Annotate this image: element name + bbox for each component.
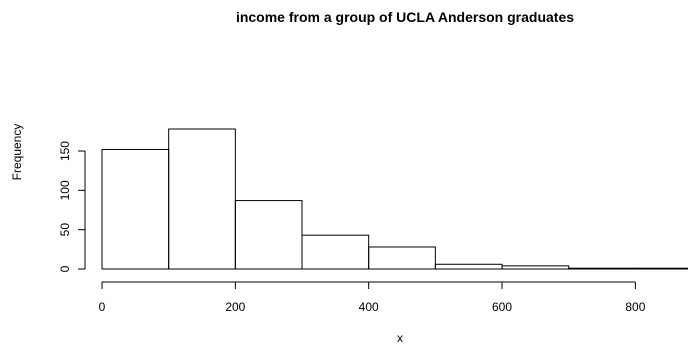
y-tick-label-150: 150 (58, 141, 72, 161)
bars-group (101, 128, 688, 270)
y-tick-label-100: 100 (58, 180, 72, 200)
y-tick-label-50: 50 (58, 223, 72, 237)
histogram-bar-100-200 (168, 128, 236, 270)
y-axis: 0 50 100 150 (58, 141, 86, 272)
x-axis-title: x (397, 331, 403, 345)
histogram-bar-600-700 (501, 265, 570, 270)
histogram-bar-0-100 (101, 148, 170, 270)
y-axis-title: Frequency (10, 124, 24, 181)
histogram-bar-700-800 (568, 267, 636, 270)
x-tick-label-800: 800 (625, 300, 645, 314)
y-tick-label-0: 0 (58, 265, 72, 272)
histogram-bar-800-900 (634, 267, 688, 270)
histogram-bar-200-300 (234, 200, 303, 270)
chart-title: income from a group of UCLA Anderson gra… (236, 9, 574, 25)
histogram-bar-300-400 (301, 234, 370, 270)
histogram-bar-400-500 (368, 246, 436, 270)
x-tick-label-200: 200 (225, 300, 245, 314)
x-tick-label-0: 0 (99, 300, 106, 314)
x-tick-label-600: 600 (492, 300, 512, 314)
x-tick-label-400: 400 (359, 300, 379, 314)
x-axis: 0 200 400 600 800 (99, 281, 646, 314)
histogram-bar-500-600 (434, 263, 503, 270)
